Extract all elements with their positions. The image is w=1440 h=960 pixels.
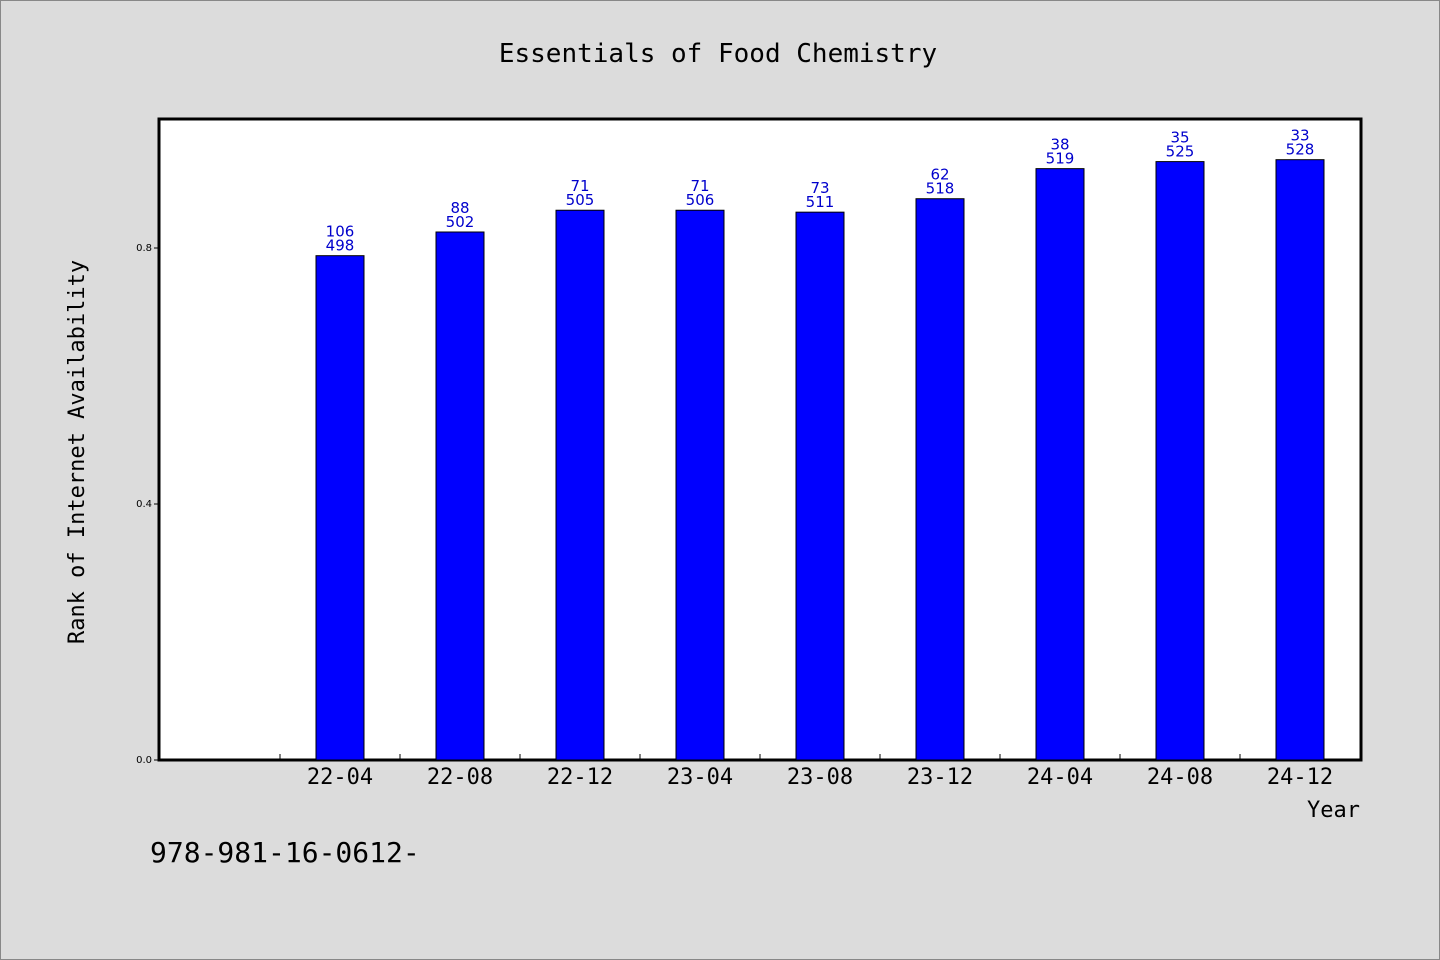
bar (675, 209, 725, 761)
bar (1155, 161, 1205, 761)
y-axis-label: Rank of Internet Availability (65, 260, 90, 644)
x-axis-ticks: 22-04 22-08 22-12 23-04 23-08 23-12 24-04 24-08… (279, 754, 1333, 790)
bar-value-label: 525 (1166, 143, 1195, 161)
x-tick-label: 23-04 (667, 765, 733, 790)
bar-rank-label: 62 (930, 166, 949, 184)
chart-title: Essentials of Food Chemistry (499, 39, 937, 69)
bar (555, 209, 605, 761)
y-axis-ticks: 0.0 0.4 0.8 (136, 243, 160, 766)
y-tick-label: 0.8 (136, 243, 152, 254)
bar-rank-label: 71 (570, 177, 589, 195)
bar-value-label: 498 (326, 237, 355, 255)
bar-rank-label: 38 (1050, 136, 1069, 154)
bar (915, 198, 965, 761)
bar-value-label: 519 (1046, 150, 1075, 168)
bars-group (315, 159, 1325, 761)
bar-value-label: 505 (566, 191, 595, 209)
bar-rank-label: 106 (326, 223, 355, 241)
bar-value-label: 506 (686, 191, 715, 209)
bar-value-label: 511 (806, 193, 835, 211)
y-tick-label: 0.0 (136, 755, 152, 766)
x-tick-label: 23-12 (907, 765, 973, 790)
bar (1275, 159, 1325, 761)
bar (795, 211, 845, 761)
x-tick-label: 24-12 (1267, 765, 1333, 790)
x-tick-label: 24-08 (1147, 765, 1213, 790)
x-tick-label: 24-04 (1027, 765, 1093, 790)
x-tick-label: 23-08 (787, 765, 853, 790)
bar (1035, 168, 1085, 761)
bar-rank-label: 33 (1290, 127, 1309, 145)
bar-rank-label: 73 (810, 179, 829, 197)
footer-isbn-text: 978-981-16-0612- (150, 836, 420, 869)
bar-rank-label: 35 (1170, 129, 1189, 147)
x-axis-label: Year (1307, 798, 1360, 823)
bar-rank-label: 71 (690, 177, 709, 195)
x-tick-label: 22-04 (307, 765, 373, 790)
bar-value-label: 502 (446, 213, 475, 231)
x-tick-label: 22-08 (427, 765, 493, 790)
y-tick-label: 0.4 (136, 499, 152, 510)
x-tick-label: 22-12 (547, 765, 613, 790)
bar-value-label: 518 (926, 180, 955, 198)
bar-rank-label: 88 (450, 199, 469, 217)
bar (435, 231, 485, 761)
bar (315, 255, 365, 761)
bar-value-label: 528 (1286, 141, 1315, 159)
